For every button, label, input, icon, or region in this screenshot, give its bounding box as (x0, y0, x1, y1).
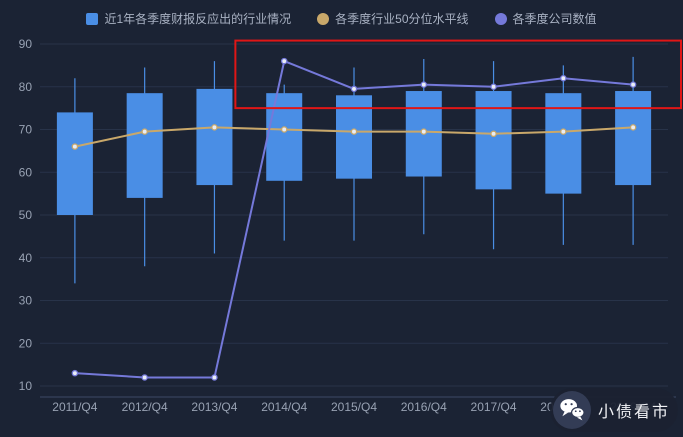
median-point (141, 128, 148, 135)
y-axis-label: 40 (19, 251, 33, 265)
x-axis-label: 2015/Q4 (331, 400, 377, 414)
candlestick-box (336, 95, 372, 179)
y-axis-label: 60 (19, 165, 33, 179)
candlestick-box (475, 91, 512, 190)
legend-label-company-value: 各季度公司数值 (512, 12, 597, 26)
y-axis-label: 30 (19, 294, 33, 308)
median-point (629, 124, 637, 131)
wechat-icon (552, 391, 591, 429)
legend-item-median-line[interactable]: 各季度行业50分位水平线 (317, 12, 469, 26)
median-point (490, 130, 497, 138)
company-point (490, 83, 497, 91)
y-axis-label: 10 (19, 379, 33, 393)
median-point (350, 128, 358, 135)
x-axis-label: 2012/Q4 (122, 400, 168, 414)
company-point (71, 369, 79, 377)
y-axis-label: 70 (19, 123, 33, 137)
y-axis-label: 50 (19, 208, 33, 222)
candlestick-box (126, 93, 163, 198)
median-point (560, 128, 567, 135)
candlestick-box (615, 91, 652, 186)
legend-label-industry-range: 近1年各季度财报反应出的行业情况 (104, 12, 292, 26)
candlestick-box (56, 112, 93, 215)
wechat-icon-glyph (560, 399, 585, 421)
legend-item-company-value[interactable]: 各季度公司数值 (494, 12, 597, 26)
y-axis-label: 80 (19, 80, 33, 94)
y-axis-label: 20 (19, 336, 33, 350)
median-point (420, 128, 428, 135)
watermark: 小债看市 (549, 388, 678, 432)
x-axis-label: 2014/Q4 (261, 400, 307, 414)
x-axis-label: 2016/Q4 (401, 400, 447, 414)
highlight-rect (234, 39, 682, 110)
company-point (629, 81, 637, 88)
chart-legend: 近1年各季度财报反应出的行业情况 各季度行业50分位水平线 各季度公司数值 (0, 12, 683, 26)
legend-swatch-circle-icon (317, 13, 330, 25)
company-point (280, 57, 288, 65)
company-point (141, 374, 148, 381)
candlestick-box (196, 88, 233, 186)
candlestick-box (545, 93, 582, 194)
legend-swatch-square-icon (86, 13, 99, 25)
watermark-text: 小债看市 (597, 404, 670, 421)
candlestick-box (266, 93, 303, 181)
legend-item-industry-range[interactable]: 近1年各季度财报反应出的行业情况 (86, 12, 291, 26)
x-axis-label: 2013/Q4 (191, 400, 237, 414)
median-point (71, 143, 79, 150)
y-axis-label: 90 (19, 37, 33, 51)
company-point (560, 74, 567, 82)
company-point (350, 85, 358, 93)
median-point (280, 126, 288, 133)
x-axis-label: 2011/Q4 (52, 400, 97, 414)
median-point (211, 124, 218, 131)
legend-label-median-line: 各季度行业50分位水平线 (335, 12, 469, 26)
company-point (420, 81, 428, 88)
x-axis-label: 2017/Q4 (471, 400, 517, 414)
company-point (211, 374, 218, 381)
legend-swatch-circle-icon (494, 13, 507, 25)
